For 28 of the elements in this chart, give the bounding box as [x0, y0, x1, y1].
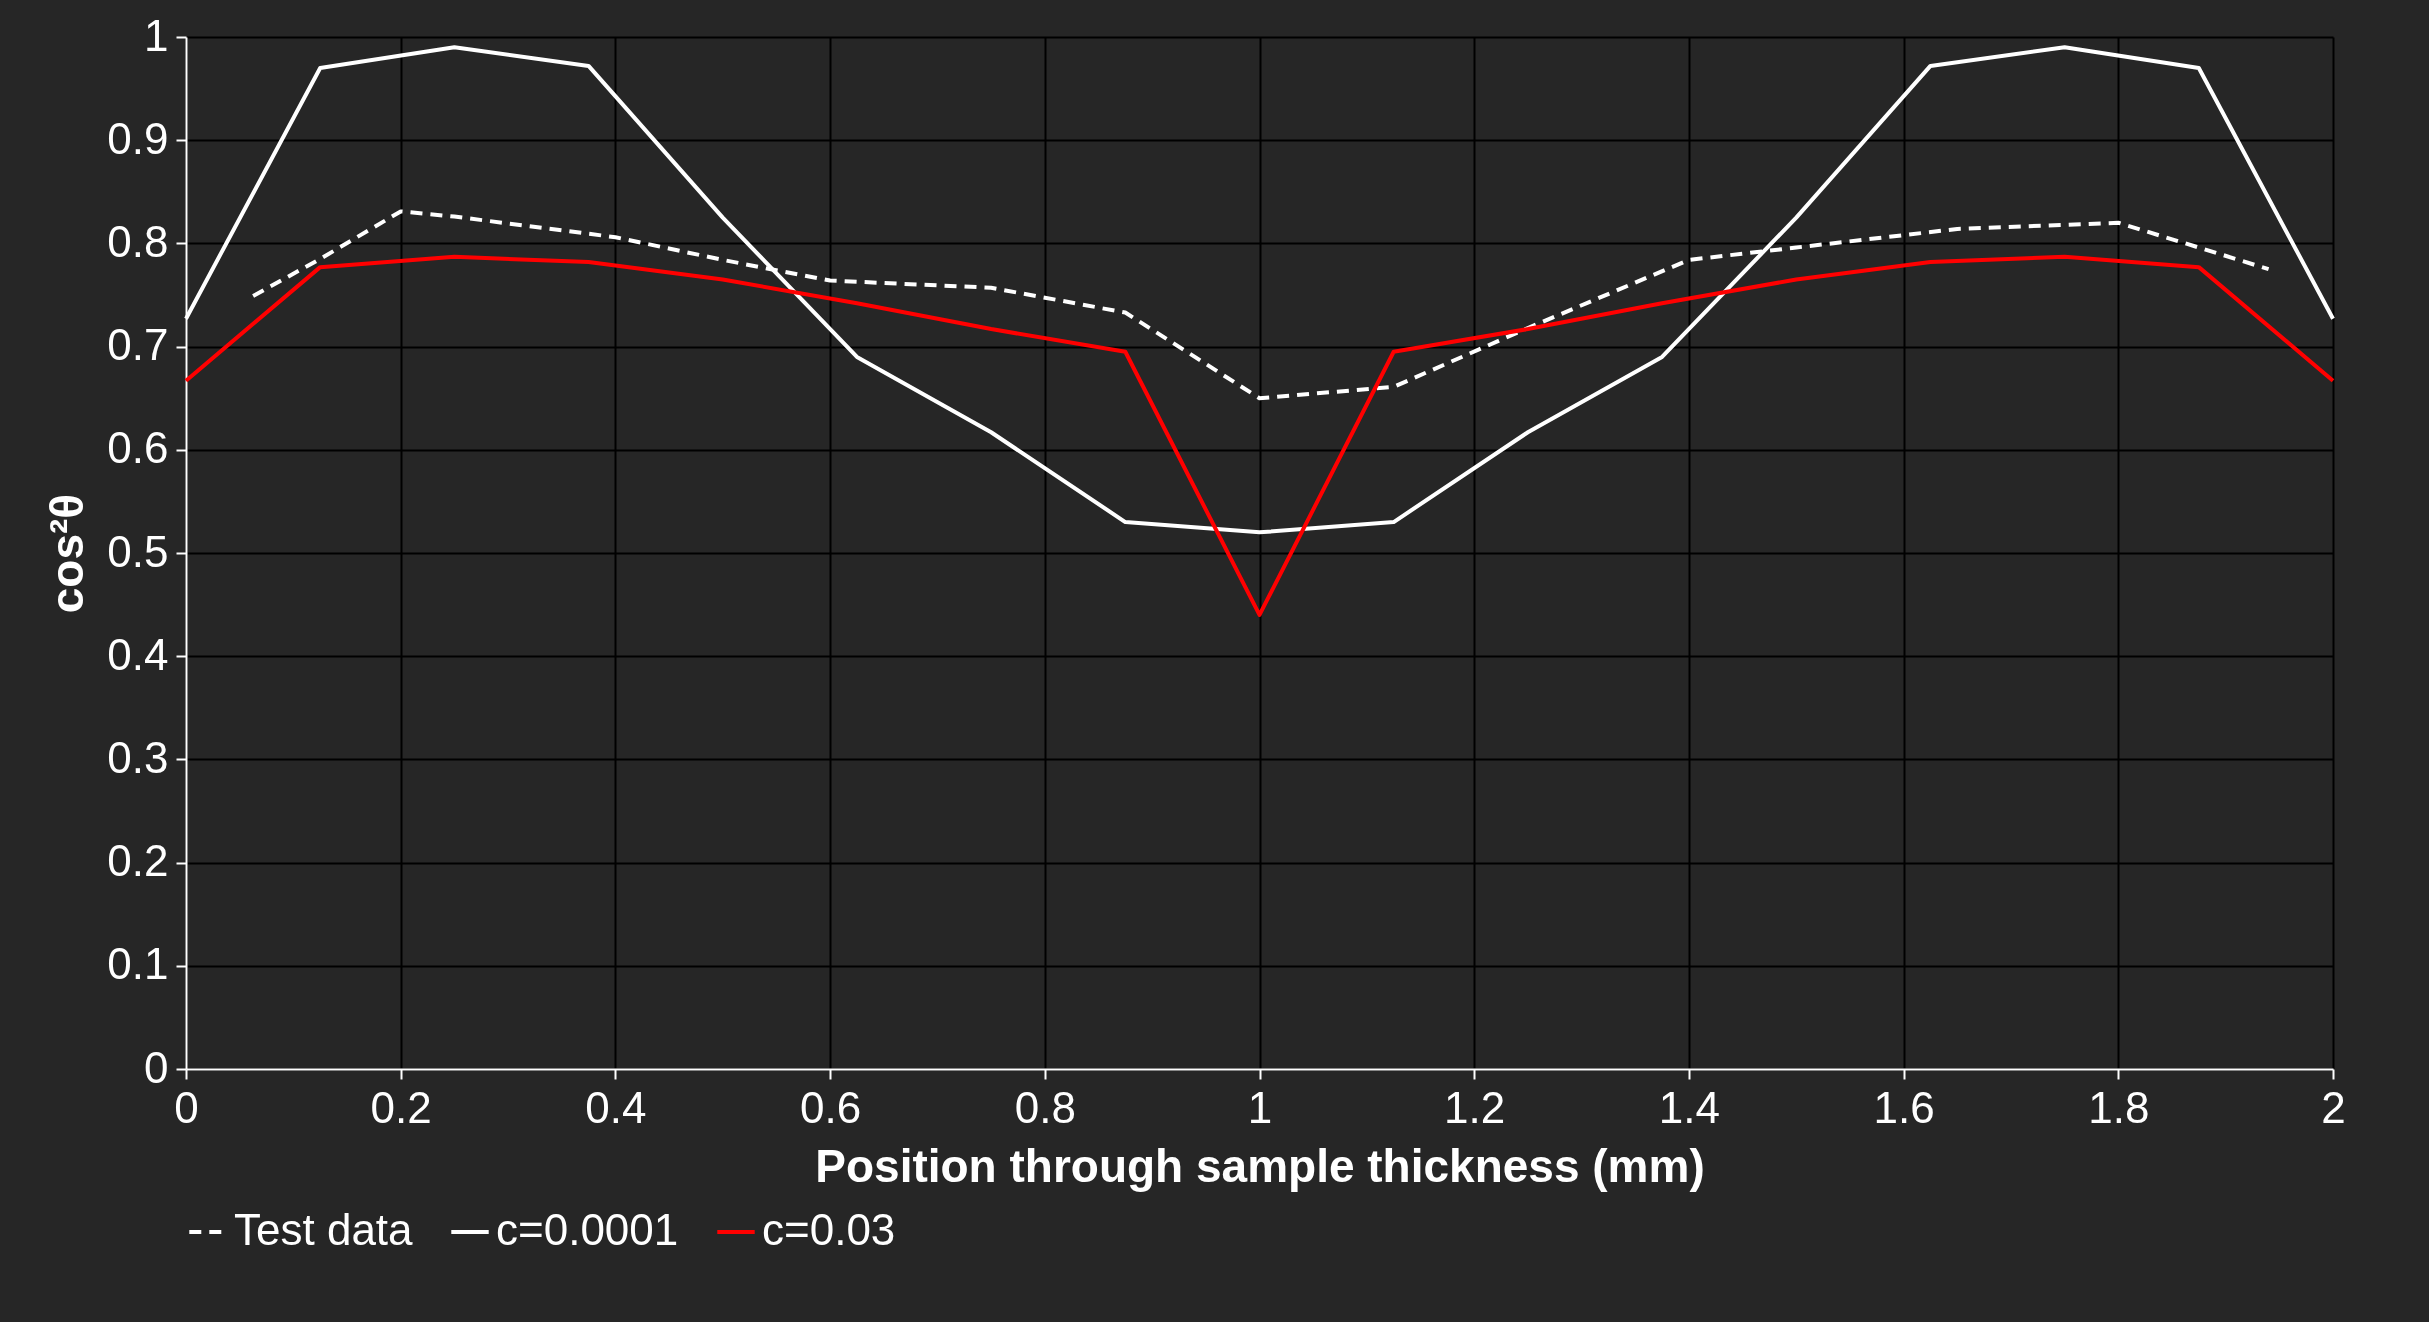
- x-tick-label: 0.2: [370, 1082, 432, 1132]
- y-tick-label: 0.5: [107, 526, 169, 576]
- x-tick-label: 2: [2321, 1082, 2346, 1132]
- y-tick-label: 0.6: [107, 423, 169, 473]
- y-axis-title: cos²θ: [41, 493, 94, 614]
- x-tick-label: 1.8: [2088, 1082, 2150, 1132]
- line-series: [251, 209, 2271, 401]
- y-tick-label: 0.2: [107, 836, 169, 886]
- line-series: [184, 254, 2335, 617]
- legend-label: Test data: [234, 1205, 414, 1254]
- legend-label: c=0.03: [762, 1205, 896, 1254]
- y-tick-label: 0.4: [107, 629, 169, 679]
- x-tick-label: 1: [1247, 1082, 1273, 1132]
- y-tick-label: 0: [144, 1042, 169, 1092]
- x-tick-label: 0.4: [585, 1082, 647, 1132]
- y-tick-label: 1: [144, 10, 169, 60]
- y-tick-label: 0.1: [107, 939, 169, 989]
- y-tick-label: 0.7: [107, 320, 169, 370]
- x-tick-label: 0.6: [800, 1082, 862, 1132]
- x-tick-label: 1.4: [1658, 1082, 1720, 1132]
- y-tick-label: 0.9: [107, 113, 169, 163]
- x-tick-label: 1.2: [1444, 1082, 1506, 1132]
- x-axis-title: Position through sample thickness (mm): [815, 1139, 1705, 1192]
- x-tick-label: 0.8: [1014, 1082, 1076, 1132]
- x-tick-label: 1.6: [1873, 1082, 1935, 1132]
- y-tick-label: 0.8: [107, 216, 169, 266]
- legend-label: c=0.0001: [496, 1205, 679, 1254]
- y-tick-label: 0.3: [107, 732, 169, 782]
